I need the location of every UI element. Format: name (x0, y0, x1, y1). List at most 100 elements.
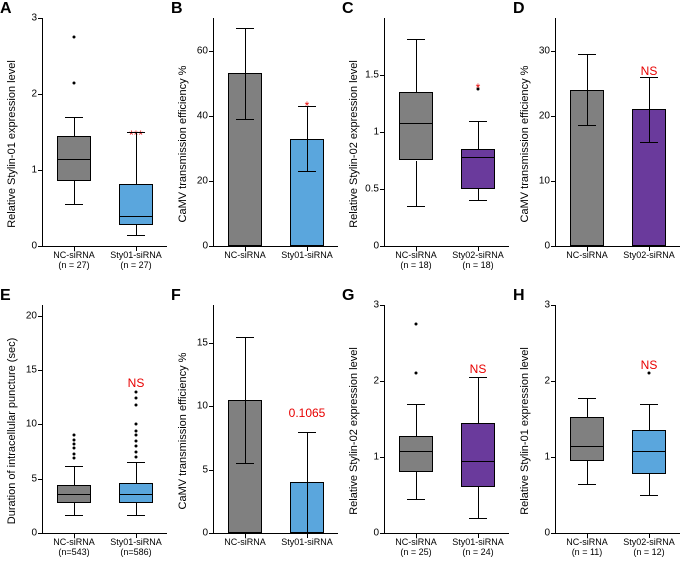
figure: { "colors": { "gray": "#808080", "blue":… (0, 0, 685, 574)
error-cap (236, 463, 253, 464)
outlier-point (73, 81, 76, 84)
y-axis-label: Relative Stylin-01 expression level (6, 60, 18, 228)
plot-area: 0204060NC-siRNASty01-siRNA* (213, 18, 338, 247)
whisker-cap (407, 39, 424, 40)
panel-label: F (171, 287, 181, 305)
box (461, 423, 495, 488)
y-tick-label: 0 (202, 528, 208, 539)
error-cap (236, 28, 253, 29)
median-line (57, 159, 91, 160)
whisker (478, 487, 479, 517)
panel-label: E (0, 287, 11, 305)
outlier-point (648, 372, 651, 375)
error-cap (578, 125, 595, 126)
y-tick-label: 1 (373, 127, 379, 138)
x-category-label: Sty02-siRNA (623, 246, 675, 260)
median-line (119, 216, 153, 217)
y-tick (38, 316, 43, 317)
y-tick-label: 1 (544, 451, 550, 462)
plot-area: 0123NC-siRNA(n = 11)Sty02-siRNA(n = 12)N… (555, 305, 680, 534)
error-cap (236, 337, 253, 338)
y-tick-label: 3 (373, 300, 379, 311)
outlier-point (135, 397, 138, 400)
box (399, 92, 433, 160)
whisker (587, 398, 588, 418)
y-tick (209, 116, 214, 117)
y-axis-label: CaMV transmission efficiency % (519, 65, 531, 222)
x-category-label: NC-siRNA(n = 27) (53, 246, 95, 271)
whisker (74, 503, 75, 515)
significance-marker: NS (470, 362, 487, 376)
outlier-point (135, 434, 138, 437)
whisker (74, 181, 75, 204)
median-line (461, 157, 495, 158)
y-tick (551, 246, 556, 247)
y-tick-label: 1.5 (365, 70, 379, 81)
outlier-point (135, 445, 138, 448)
whisker-cap (578, 484, 595, 485)
y-tick-label: 5 (31, 473, 37, 484)
whisker-cap (469, 377, 486, 378)
whisker-cap (127, 462, 144, 463)
y-tick-label: 20 (197, 175, 208, 186)
x-category-label: NC-siRNA(n = 11) (566, 533, 608, 558)
outlier-point (135, 455, 138, 458)
y-tick-label: 5 (202, 464, 208, 475)
y-tick (380, 75, 385, 76)
y-tick (380, 132, 385, 133)
whisker (136, 132, 137, 184)
significance-marker: NS (641, 64, 658, 78)
outlier-point (73, 434, 76, 437)
whisker-cap (407, 404, 424, 405)
whisker (478, 121, 479, 150)
outlier-point (135, 423, 138, 426)
panel-F: FCaMV transmission efficiency %051015NC-… (171, 287, 342, 574)
x-category-label: NC-siRNA (566, 246, 608, 260)
y-tick-label: 20 (539, 110, 550, 121)
y-tick-label: 0 (31, 241, 37, 252)
y-tick (551, 533, 556, 534)
median-line (399, 123, 433, 124)
significance-marker: 0.1065 (289, 406, 326, 420)
y-tick-label: 0 (544, 241, 550, 252)
y-tick-label: 0 (31, 528, 37, 539)
y-tick (38, 424, 43, 425)
median-line (119, 494, 153, 495)
panel-label: G (342, 287, 354, 305)
whisker-cap (469, 200, 486, 201)
panel-A: ARelative Stylin-01 expression level0123… (0, 0, 171, 287)
box (119, 483, 153, 503)
y-tick (209, 406, 214, 407)
y-tick (38, 18, 43, 19)
y-tick (380, 305, 385, 306)
outlier-point (73, 438, 76, 441)
x-category-label: Sty01-siRNA (281, 533, 333, 547)
whisker-cap (127, 515, 144, 516)
whisker (136, 462, 137, 483)
whisker-cap (127, 235, 144, 236)
y-axis-label: Relative Stylin-02 expression level (348, 347, 360, 515)
whisker (416, 404, 417, 436)
y-tick-label: 3 (544, 300, 550, 311)
y-tick (209, 343, 214, 344)
outlier-point (135, 439, 138, 442)
y-tick-label: 10 (26, 419, 37, 430)
error-bar (307, 432, 308, 533)
y-tick (38, 370, 43, 371)
outlier-point (477, 87, 480, 90)
x-category-label: Sty02-siRNA(n = 18) (452, 246, 504, 271)
panel-label: H (513, 287, 525, 305)
whisker-cap (127, 132, 144, 133)
y-tick (38, 246, 43, 247)
whisker-cap (578, 398, 595, 399)
x-category-label: Sty02-siRNA(n = 12) (623, 533, 675, 558)
y-tick (209, 533, 214, 534)
significance-marker: NS (641, 358, 658, 372)
y-tick (551, 305, 556, 306)
y-tick-label: 1 (31, 164, 37, 175)
error-cap (640, 77, 657, 78)
whisker (74, 117, 75, 136)
whisker-cap (407, 499, 424, 500)
error-bar (245, 337, 246, 464)
plot-area: 0123NC-siRNA(n = 27)Sty01-siRNA(n = 27)*… (42, 18, 167, 247)
